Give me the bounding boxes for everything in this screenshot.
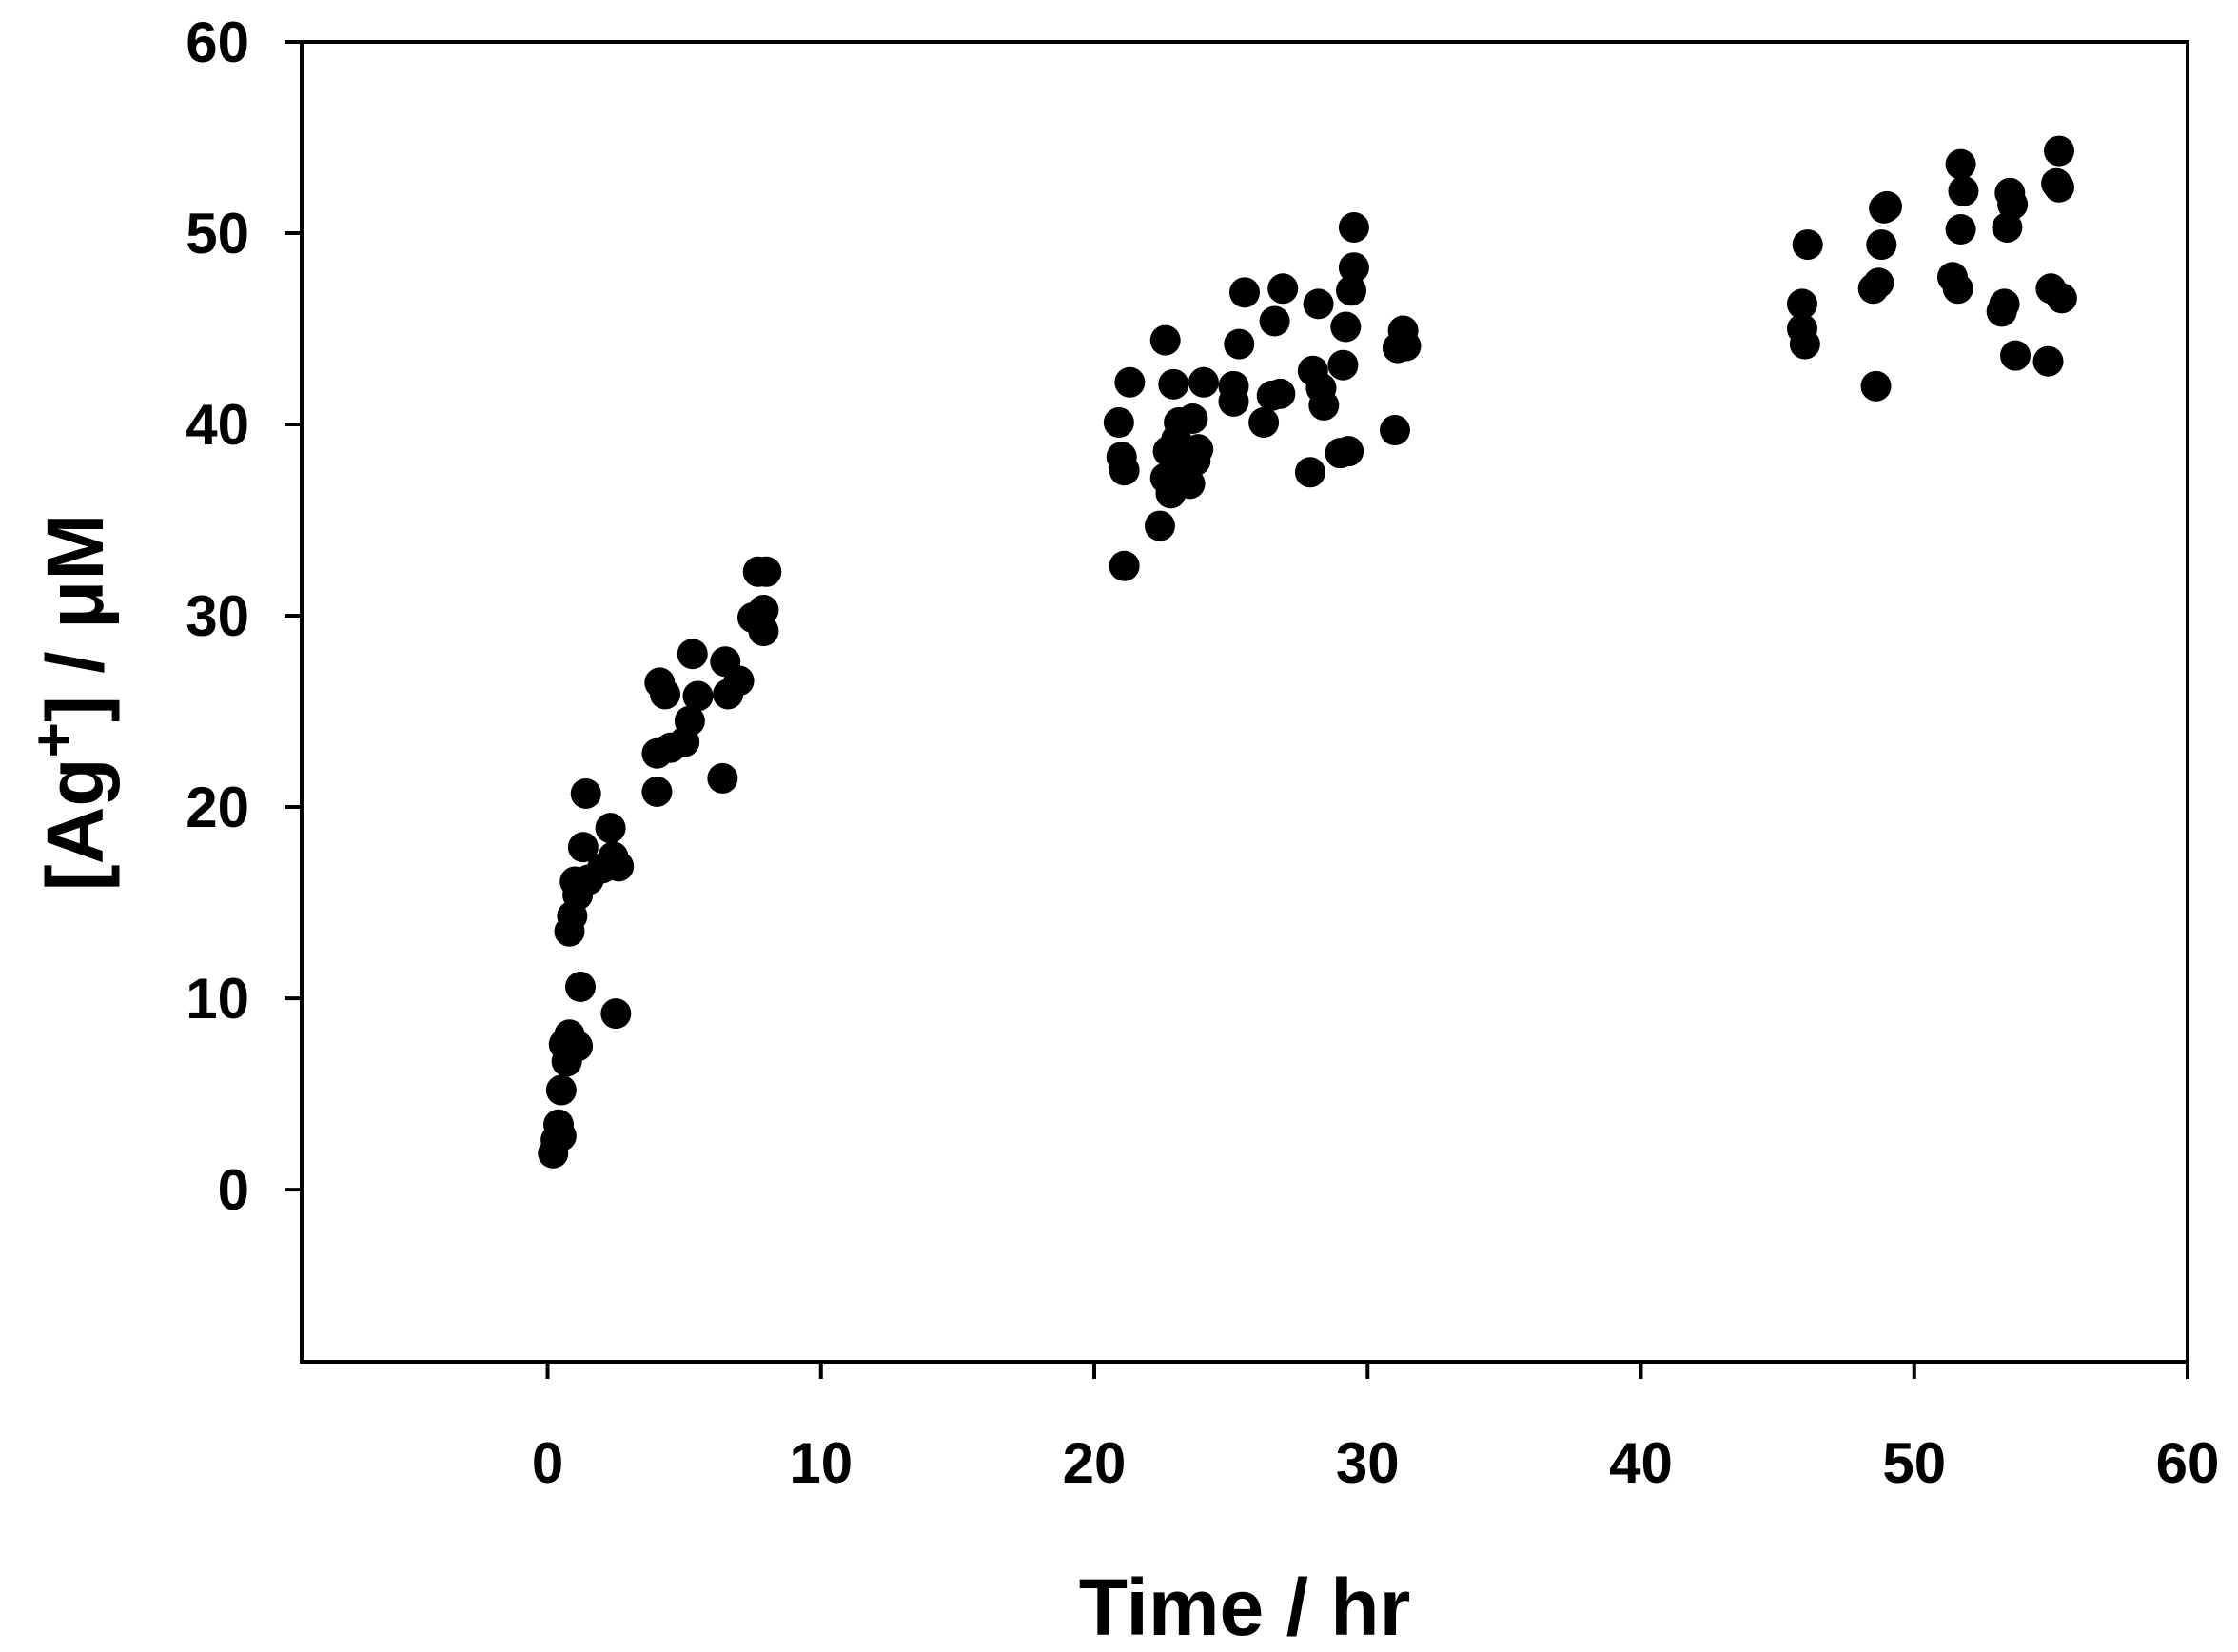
data-point [1267,273,1299,305]
data-point [1945,213,1976,245]
data-point [2000,340,2032,371]
data-point [1989,288,2020,320]
data-point [674,705,705,737]
data-point [2043,135,2074,167]
y-axis-tick-labels: 0 10 20 30 40 50 60 [186,10,249,1222]
data-point [1218,370,1249,402]
data-point [2043,171,2074,203]
data-point [1183,434,1214,465]
y-axis-ticks [285,40,302,1192]
data-point [1327,349,1359,381]
x-tick-label: 40 [1609,1431,1673,1495]
data-point [1103,407,1134,439]
data-point [600,998,632,1030]
data-point [1229,277,1260,308]
data-point [677,639,708,670]
data-point [707,762,738,794]
data-point [1149,324,1181,356]
y-tick-label: 10 [186,967,249,1031]
data-point [564,972,596,1003]
data-point [1177,403,1208,434]
data-point [1224,328,1255,360]
data-point [570,777,601,809]
data-point [1174,468,1206,500]
data-point [1942,273,1973,305]
data-point [1379,415,1410,446]
data-point [1109,550,1140,581]
data-point [1265,378,1296,409]
y-axis-title-suffix: ] / μM [30,514,120,722]
y-tick-label: 0 [218,1158,249,1222]
data-point [682,680,714,712]
data-point [1308,389,1340,421]
data-point [650,678,681,710]
data-point [603,851,635,882]
data-point [545,1074,577,1106]
data-point [567,832,599,863]
y-axis-title-superscript: + [19,722,88,757]
x-tick-label: 20 [1063,1431,1127,1495]
x-tick-label: 30 [1336,1431,1400,1495]
y-axis-title: [Ag+] / μM [19,514,120,892]
plot-frame [300,40,2189,1364]
data-point [1338,211,1369,243]
x-tick-label: 60 [2156,1431,2220,1495]
y-tick-label: 40 [186,393,249,457]
x-tick-label: 0 [532,1431,563,1495]
data-point [1158,368,1189,400]
data-point [748,616,779,647]
data-point [1866,229,1897,261]
data-point [1872,190,1903,222]
y-tick-label: 50 [186,202,249,266]
data-point [1948,175,1979,206]
data-point [1114,366,1146,398]
data-point [1109,455,1140,486]
data-point [1303,288,1334,320]
data-point [1997,188,2029,220]
data-point [1259,305,1290,337]
data-point [1330,311,1362,343]
data-point [1992,211,2023,243]
data-point [748,595,779,626]
data-point [2046,283,2077,314]
data-point [1789,328,1820,360]
data-point [1945,148,1976,180]
data-point [595,813,626,844]
data-point [751,556,782,587]
data-points [538,135,2077,1169]
x-axis-ticks [545,1362,2189,1379]
data-point [562,1031,594,1062]
data-point [1338,252,1369,284]
data-point [1144,510,1175,541]
x-tick-label: 50 [1882,1431,1946,1495]
data-point [641,776,673,807]
data-point [723,665,755,697]
data-point [1860,370,1892,402]
data-point [1294,457,1325,488]
data-point [1390,330,1422,362]
data-point [1786,288,1817,320]
y-tick-label: 20 [186,776,249,839]
data-point [1792,229,1823,261]
y-axis-title-prefix: [Ag [30,757,120,891]
data-point [1336,275,1367,306]
data-point [1863,267,1894,299]
x-tick-label: 10 [789,1431,853,1495]
data-point [1333,436,1364,467]
data-point [2032,345,2064,377]
data-point [1248,407,1280,439]
y-tick-label: 60 [186,10,249,74]
data-point [1188,366,1219,398]
data-point [545,1120,577,1151]
x-axis-title: Time / hr [1079,1563,1411,1652]
x-axis-tick-labels: 0 10 20 30 40 50 60 [532,1431,2220,1495]
y-tick-label: 30 [186,584,249,648]
